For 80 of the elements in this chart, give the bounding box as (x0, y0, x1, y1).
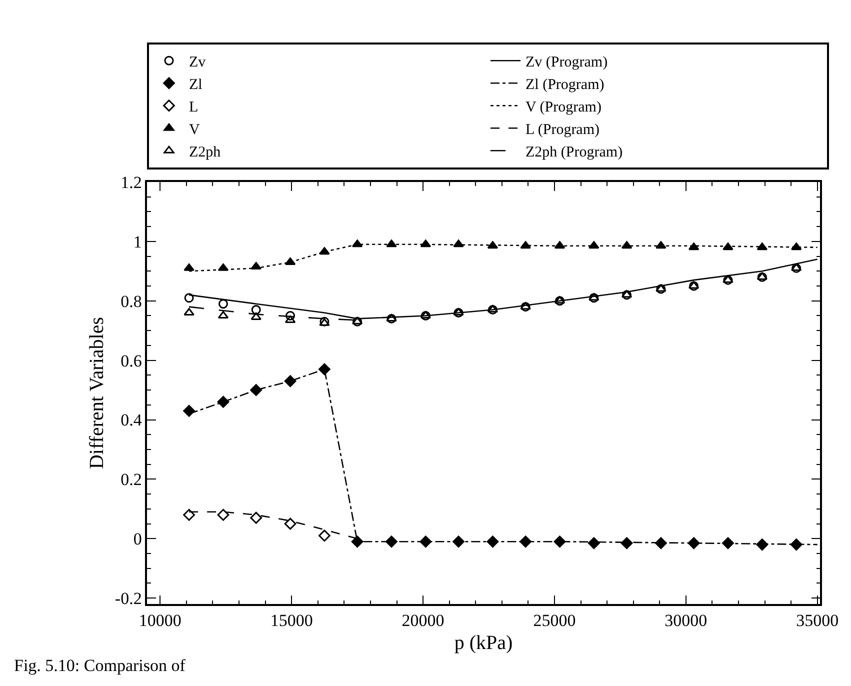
point (250, 512, 262, 524)
y-tick-label: 0.4 (120, 410, 142, 430)
point (452, 536, 464, 548)
y-tick-label: 0.2 (120, 470, 142, 490)
point (183, 404, 196, 417)
point (588, 293, 600, 301)
point (217, 396, 230, 408)
point (722, 537, 734, 550)
point (486, 536, 499, 548)
x-tick-label: 25000 (533, 611, 576, 630)
point (251, 305, 261, 315)
point (656, 284, 666, 294)
legend-label: Zv (189, 54, 206, 70)
point (284, 375, 296, 388)
point (656, 284, 666, 292)
point (620, 537, 633, 550)
point (520, 536, 532, 548)
point (184, 263, 194, 271)
point (318, 530, 330, 542)
point (420, 536, 432, 548)
point (589, 293, 599, 303)
y-tick-label: -0.2 (114, 589, 142, 608)
y-tick-label: 0.6 (120, 351, 142, 370)
y-axis-title: Different Variables (86, 316, 108, 469)
point (588, 537, 600, 550)
y-tick-label: 1.2 (120, 172, 142, 192)
point (318, 363, 330, 376)
point (453, 308, 464, 316)
point (520, 241, 531, 249)
y-tick-label: 0.8 (120, 292, 142, 311)
point (488, 305, 498, 315)
x-tick-label: 35000 (796, 611, 839, 630)
point (250, 312, 262, 320)
point (351, 536, 364, 548)
point (722, 242, 734, 250)
legend-label: Z2ph (189, 144, 222, 160)
legend-label: L (Program) (526, 122, 600, 138)
x-tick-label: 30000 (664, 611, 708, 630)
x-axis-title: p (kPa) (454, 632, 513, 654)
point (284, 518, 296, 530)
x-tick-label: 20000 (402, 611, 444, 630)
point (352, 316, 362, 326)
legend-label: V (Program) (526, 99, 602, 116)
point (554, 536, 566, 548)
point (792, 263, 802, 273)
legend-label: Zl (189, 76, 202, 93)
x-tick-label: 10000 (138, 611, 182, 630)
point (622, 290, 632, 300)
caption: Fig. 5.10: Comparison of (14, 656, 186, 675)
point (554, 296, 564, 306)
point (183, 508, 196, 521)
point (218, 299, 228, 309)
point (386, 314, 397, 322)
legend-label: Zv (Program) (526, 54, 608, 70)
point (520, 302, 531, 310)
point (386, 536, 398, 548)
x-tick-label: 15000 (270, 611, 313, 630)
legend-label: L (189, 99, 198, 116)
point (757, 272, 767, 282)
point (386, 240, 397, 248)
point (250, 262, 262, 270)
point (688, 537, 700, 550)
point (184, 293, 194, 303)
legend-label: V (189, 122, 200, 138)
point (286, 310, 296, 320)
y-tick-label: 1 (133, 232, 142, 252)
point (386, 314, 396, 324)
point (723, 275, 733, 285)
point (217, 508, 230, 521)
point (420, 310, 430, 320)
point (689, 281, 699, 291)
point (454, 308, 464, 318)
point (656, 241, 666, 249)
legend-label: Z2ph (Program) (526, 144, 623, 160)
point (184, 308, 194, 316)
y-tick-label: 0 (133, 530, 142, 549)
point (250, 384, 262, 396)
point (520, 302, 530, 312)
legend-label: Zl (Program) (526, 76, 604, 93)
point (722, 275, 734, 283)
